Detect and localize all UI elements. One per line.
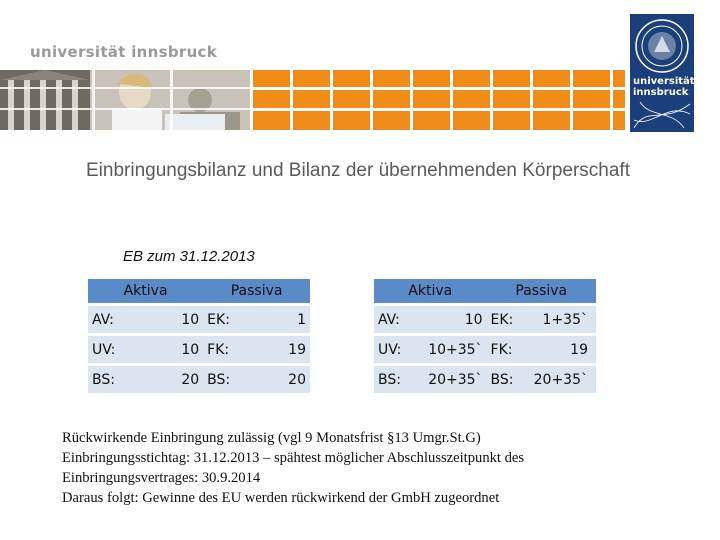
aktiva-header: Aktiva [374, 279, 487, 303]
passiva-label: FK: [203, 333, 250, 363]
passiva-value: 19 [249, 333, 310, 363]
note-line: Daraus folgt: Gewinne des EU werden rück… [62, 490, 500, 506]
passiva-header: Passiva [203, 279, 310, 303]
passiva-label: FK: [486, 333, 530, 363]
table-header-row: Aktiva Passiva [88, 279, 310, 303]
header-banner [0, 70, 625, 130]
passiva-label: BS: [203, 363, 250, 393]
aktiva-label: UV: [88, 333, 132, 363]
decorative-lines-icon [633, 101, 691, 129]
passiva-value: 1 [249, 303, 310, 333]
table-row: UV: 10+35` FK: 19 [374, 333, 596, 363]
aktiva-header: Aktiva [88, 279, 204, 303]
header-brand-text: universität innsbruck [30, 43, 218, 61]
balance-table-right: Aktiva Passiva AV: 10 EK: 1+35` UV: 10+3… [374, 279, 596, 393]
passiva-label: EK: [203, 303, 250, 333]
aktiva-label: UV: [374, 333, 416, 363]
passiva-value: 20+35` [529, 363, 596, 393]
aktiva-label: AV: [88, 303, 132, 333]
aktiva-value: 10 [131, 303, 204, 333]
note-line: Rückwirkende Einbringung zulässig (vgl 9… [62, 430, 481, 446]
aktiva-value: 10+35` [415, 333, 487, 363]
notes-block: Rückwirkende Einbringung zulässig (vgl 9… [62, 428, 682, 508]
table-row: BS: 20+35` BS: 20+35` [374, 363, 596, 393]
aktiva-value: 10 [415, 303, 487, 333]
aktiva-value: 20+35` [415, 363, 487, 393]
slide-title: Einbringungsbilanz und Bilanz der überne… [86, 160, 630, 181]
table-row: AV: 10 EK: 1+35` [374, 303, 596, 333]
aktiva-value: 20 [131, 363, 204, 393]
passiva-value: 1+35` [529, 303, 596, 333]
table-row: AV: 10 EK: 1 [88, 303, 310, 333]
aktiva-value: 10 [131, 333, 204, 363]
passiva-header: Passiva [486, 279, 596, 303]
banner-grid-pattern [0, 70, 625, 130]
note-line: Einbringungsvertrages: 30.9.2014 [62, 470, 261, 486]
aktiva-label: BS: [374, 363, 416, 393]
logo-word-2: innsbruck [633, 87, 689, 98]
table-row: BS: 20 BS: 20 [88, 363, 310, 393]
university-logo: universität innsbruck [630, 14, 695, 132]
header-photo [0, 70, 250, 130]
passiva-value: 19 [529, 333, 596, 363]
table-row: UV: 10 FK: 19 [88, 333, 310, 363]
table-header-row: Aktiva Passiva [374, 279, 596, 303]
balance-table-left: Aktiva Passiva AV: 10 EK: 1 UV: 10 FK: 1… [88, 279, 310, 393]
logo-word-1: universität [633, 76, 695, 87]
note-line: Einbringungsstichtag: 31.12.2013 – späht… [62, 450, 525, 466]
aktiva-label: AV: [374, 303, 416, 333]
passiva-value: 20 [249, 363, 310, 393]
seal-icon [635, 19, 689, 73]
aktiva-label: BS: [88, 363, 132, 393]
passiva-label: EK: [486, 303, 530, 333]
slide-subtitle: EB zum 31.12.2013 [123, 248, 255, 265]
passiva-label: BS: [486, 363, 530, 393]
